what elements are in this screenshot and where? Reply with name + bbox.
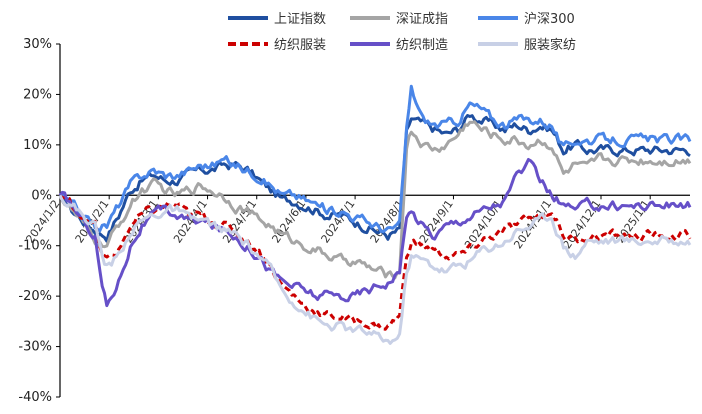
series-line-2 (58, 120, 692, 280)
legend-label: 纺织服装 (274, 38, 326, 53)
legend-label: 上证指数 (274, 12, 326, 27)
series-line-5 (58, 158, 692, 308)
series-line-4 (58, 194, 692, 331)
y-tick-label: -40% (18, 390, 52, 405)
y-tick-label: 30% (23, 37, 52, 52)
legend: 上证指数 深证成指 沪深300 纺织服装 纺织制造 服装家纺 (228, 11, 576, 53)
series-layer (58, 84, 692, 345)
series-line-6 (58, 194, 692, 345)
y-tick-label: -10% (18, 239, 52, 254)
y-axis: 30% 20% 10% 0% -10% -20% -30% -40% (18, 37, 61, 405)
y-tick-label: 20% (23, 87, 52, 102)
y-tick-label: 0% (31, 188, 52, 203)
legend-label: 服装家纺 (524, 37, 576, 53)
legend-label: 深证成指 (396, 12, 448, 27)
legend-label: 沪深300 (524, 11, 575, 27)
legend-label: 纺织制造 (396, 38, 448, 53)
y-tick-label: -20% (18, 289, 52, 304)
y-tick-label: 10% (23, 138, 52, 153)
series-line-1 (58, 114, 691, 243)
y-tick-label: -30% (18, 340, 52, 355)
series-line-3 (59, 84, 692, 234)
